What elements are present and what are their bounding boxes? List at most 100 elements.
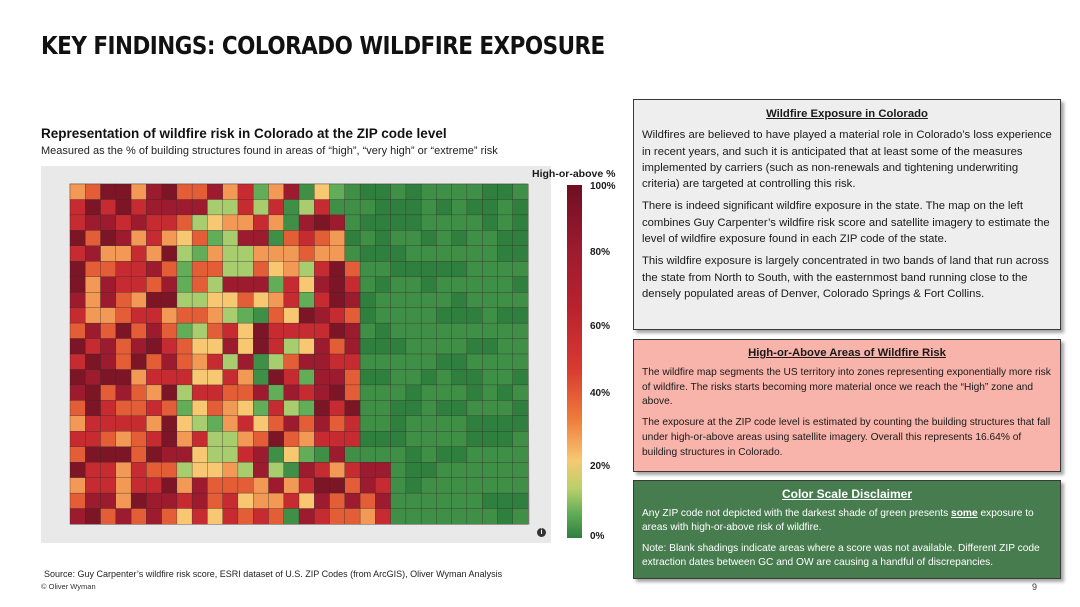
- zip-region: [359, 214, 376, 231]
- zip-region: [115, 477, 132, 494]
- zip-region: [130, 230, 147, 247]
- map-heading: Representation of wildfire risk in Color…: [41, 126, 447, 141]
- zip-region: [100, 492, 117, 510]
- zip-region: [207, 353, 224, 370]
- zip-region: [314, 322, 331, 340]
- zip-region: [314, 446, 331, 463]
- zip-region: [268, 369, 285, 386]
- zip-code-regions: [69, 183, 529, 525]
- zip-region: [405, 400, 422, 417]
- zip-region: [222, 292, 239, 309]
- zip-region: [176, 431, 193, 448]
- zip-region: [115, 400, 132, 417]
- zip-region: [222, 446, 239, 463]
- zip-region: [466, 338, 483, 355]
- zip-region: [405, 245, 422, 262]
- zip-region: [69, 477, 86, 494]
- zip-region: [268, 307, 285, 324]
- zip-region: [512, 384, 529, 401]
- zip-region: [314, 353, 331, 370]
- zip-region: [298, 477, 315, 494]
- zip-region: [436, 492, 453, 510]
- zip-region: [130, 462, 147, 479]
- zip-region: [482, 415, 498, 432]
- zip-region: [420, 508, 437, 525]
- zip-region: [146, 276, 163, 293]
- zip-region: [283, 400, 300, 417]
- zip-region: [191, 446, 208, 463]
- zip-region: [405, 338, 422, 355]
- zip-region: [375, 384, 392, 401]
- zip-region: [390, 338, 407, 355]
- zip-region: [390, 261, 407, 278]
- zip-region: [329, 307, 346, 324]
- zip-region: [512, 508, 529, 525]
- zip-region: [390, 400, 407, 417]
- zip-region: [482, 214, 498, 231]
- zip-region: [100, 276, 117, 293]
- zip-region: [466, 415, 483, 432]
- zip-region: [329, 508, 346, 525]
- zip-region: [451, 230, 468, 247]
- zip-region: [237, 508, 254, 525]
- zip-region: [130, 369, 147, 386]
- zip-region: [466, 400, 483, 417]
- zip-region: [146, 338, 163, 355]
- zip-region: [207, 369, 224, 386]
- zip-region: [69, 199, 86, 216]
- zip-region: [329, 446, 346, 463]
- zip-region: [436, 230, 453, 247]
- zip-region: [329, 322, 346, 340]
- zip-region: [359, 384, 376, 401]
- info-icon[interactable]: i: [537, 528, 546, 537]
- zip-region: [329, 199, 346, 216]
- zip-region: [207, 477, 224, 494]
- zip-region: [420, 462, 437, 479]
- zip-region: [420, 307, 437, 324]
- zip-region: [451, 431, 468, 448]
- zip-region: [85, 384, 102, 401]
- zip-region: [69, 183, 86, 200]
- zip-region: [146, 369, 163, 386]
- zip-region: [191, 508, 208, 525]
- zip-region: [161, 508, 178, 525]
- zip-region: [344, 245, 361, 262]
- zip-region: [222, 322, 239, 340]
- zip-region: [466, 446, 483, 463]
- zip-region: [115, 415, 132, 432]
- zip-region: [497, 508, 514, 525]
- zip-region: [222, 462, 239, 479]
- zip-region: [512, 353, 529, 370]
- zip-region: [115, 183, 132, 200]
- zip-region: [405, 276, 422, 293]
- zip-region: [512, 415, 529, 432]
- zip-region: [314, 261, 331, 278]
- zip-region: [253, 400, 269, 417]
- zip-region: [405, 369, 422, 386]
- panel-paragraph: The wildfire map segments the US territo…: [642, 366, 1051, 408]
- panel-title: High-or-Above Areas of Wildfire Risk: [748, 347, 946, 359]
- zip-region: [497, 462, 514, 479]
- zip-region: [359, 261, 376, 278]
- zip-region: [298, 230, 315, 247]
- zip-region: [451, 199, 468, 216]
- zip-region: [436, 369, 453, 386]
- zip-region: [466, 245, 483, 262]
- zip-region: [375, 338, 392, 355]
- zip-region: [466, 261, 483, 278]
- zip-region: [298, 199, 315, 216]
- zip-region: [237, 384, 254, 401]
- zip-region: [237, 230, 254, 247]
- zip-region: [283, 446, 300, 463]
- zip-region: [237, 446, 254, 463]
- zip-region: [466, 292, 483, 309]
- zip-region: [146, 292, 163, 309]
- zip-region: [85, 307, 102, 324]
- zip-region: [237, 199, 254, 216]
- zip-region: [497, 307, 514, 324]
- zip-region: [237, 322, 254, 340]
- zip-region: [329, 276, 346, 293]
- zip-region: [420, 446, 437, 463]
- zip-region: [146, 508, 163, 525]
- zip-region: [329, 369, 346, 386]
